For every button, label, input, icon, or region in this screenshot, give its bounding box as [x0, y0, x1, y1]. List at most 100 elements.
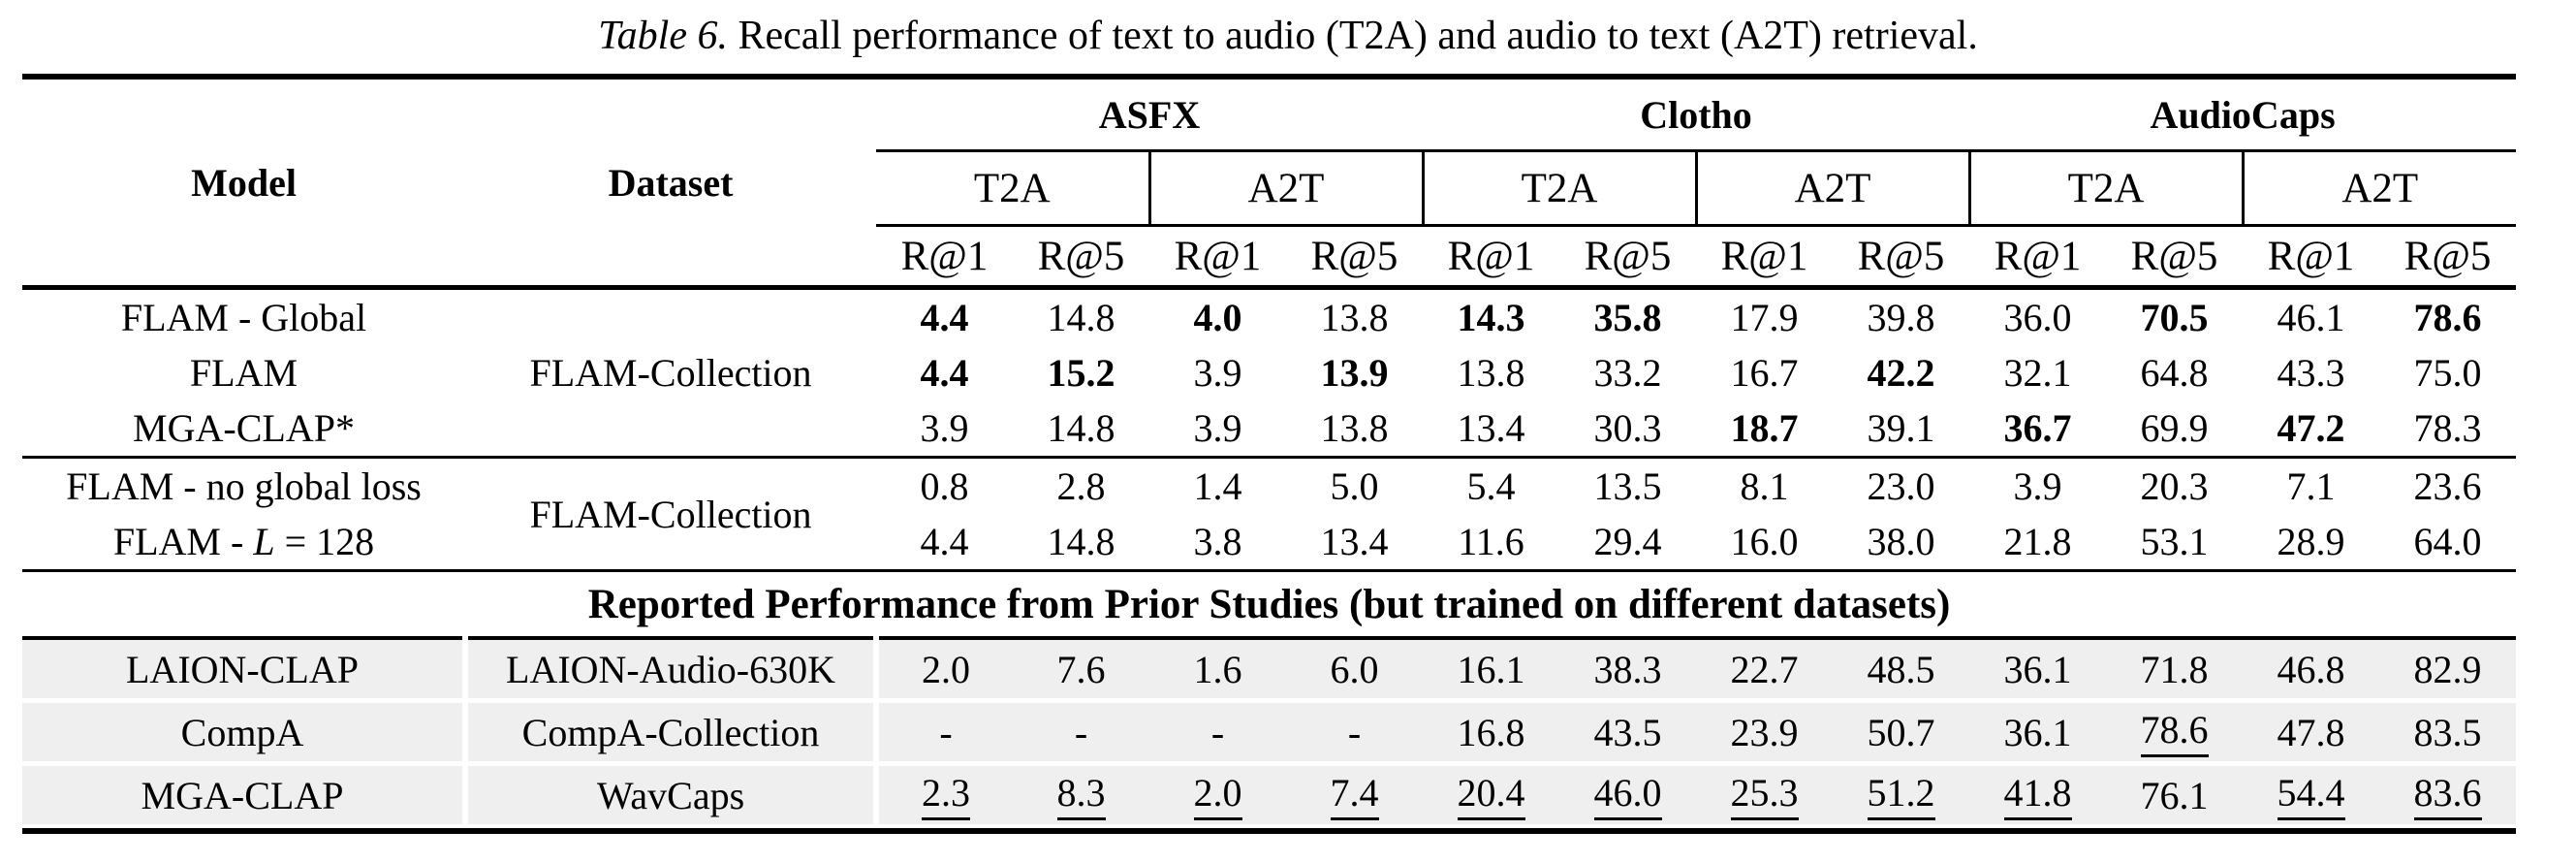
value-cell: 39.1 — [1833, 400, 1970, 459]
metric-header: R@1 — [1423, 225, 1560, 290]
value-cell: 13.9 — [1320, 351, 1389, 395]
value-cell: - — [1013, 700, 1149, 766]
value-cell: 0.8 — [920, 464, 969, 508]
value-cell: 47.2 — [2243, 400, 2380, 459]
value-cell: 16.0 — [1696, 514, 1834, 572]
value-cell: 14.8 — [1047, 296, 1115, 339]
value-cell: 20.4 — [1423, 763, 1560, 824]
table-bottom-rule — [22, 828, 2516, 834]
value-cell: 32.1 — [2003, 351, 2072, 395]
value-cell: 14.8 — [1013, 400, 1149, 459]
value-cell: 2.0 — [873, 638, 1013, 703]
model-cell: FLAM - no global loss — [66, 464, 422, 508]
value-cell: 8.1 — [1740, 464, 1789, 508]
value-cell: 13.5 — [1593, 464, 1662, 508]
value-cell: 8.3 — [1013, 763, 1149, 824]
metric-header: R@1 — [876, 225, 1013, 290]
value-cell: 13.4 — [1423, 400, 1560, 459]
value-cell: 6.0 — [1286, 638, 1424, 703]
section-header-row: Reported Performance from Prior Studies … — [22, 570, 2517, 640]
value-cell: 83.6 — [2379, 763, 2517, 824]
value-cell: 33.2 — [1593, 351, 1662, 395]
col-header-model: Model — [22, 77, 465, 290]
table-row: FLAM - no global loss FLAM-Collection 0.… — [22, 457, 2516, 572]
value-cell: 15.2 — [1047, 351, 1115, 395]
value-cell: 28.9 — [2243, 514, 2380, 572]
value-cell: 14.3 — [1457, 296, 1525, 339]
value-cell: 46.1 — [2277, 296, 2345, 339]
dir-header: T2A — [876, 149, 1149, 227]
value-cell: 50.7 — [1833, 700, 1970, 766]
section-header-text: Reported Performance from Prior Studies … — [22, 570, 2517, 640]
value-cell: 36.0 — [2003, 296, 2072, 339]
metric-header: R@5 — [1013, 225, 1149, 290]
value-cell: 64.8 — [2140, 351, 2209, 395]
value-cell: 39.8 — [1867, 296, 1935, 339]
value-cell: 36.1 — [1969, 638, 2107, 703]
dataset-cell: FLAM-Collection — [465, 457, 876, 572]
value-cell: 2.8 — [1056, 464, 1106, 508]
dataset-cell: FLAM-Collection — [465, 287, 876, 459]
value-cell: 46.8 — [2243, 638, 2380, 703]
value-cell: 82.9 — [2379, 638, 2517, 703]
value-cell: 5.4 — [1466, 464, 1516, 508]
value-cell: 2.3 — [873, 763, 1013, 824]
metric-header: R@1 — [2243, 225, 2380, 290]
value-cell: 53.1 — [2106, 514, 2244, 572]
value-cell: 43.3 — [2277, 351, 2345, 395]
value-cell: 22.7 — [1696, 638, 1834, 703]
group-header-asfx: ASFX — [1098, 92, 1201, 137]
value-cell: 70.5 — [2140, 296, 2209, 339]
model-cell: CompA — [22, 700, 465, 766]
value-cell: 5.0 — [1330, 464, 1379, 508]
group-header-clotho: Clotho — [1640, 92, 1752, 137]
value-cell: 78.3 — [2379, 400, 2517, 459]
table-row: CompA CompA-Collection - - - - 16.8 43.5… — [22, 700, 2517, 766]
value-cell: 4.4 — [920, 351, 969, 395]
model-cell: MGA-CLAP — [22, 763, 465, 824]
value-cell: 7.6 — [1013, 638, 1149, 703]
value-cell: 43.5 — [1559, 700, 1697, 766]
dir-header: A2T — [1694, 149, 1970, 227]
value-cell: 23.6 — [2413, 464, 2482, 508]
value-cell: 3.9 — [2013, 464, 2062, 508]
caption-label: Table 6. — [598, 14, 728, 58]
value-cell: 48.5 — [1833, 638, 1970, 703]
value-cell: 69.9 — [2106, 400, 2244, 459]
value-cell: 29.4 — [1559, 514, 1697, 572]
value-cell: 4.4 — [920, 296, 969, 339]
value-cell: 42.2 — [1867, 351, 1935, 395]
header-row-metrics: R@1 R@5 R@1 R@5 R@1 R@5 R@1 R@5 R@1 R@5 … — [22, 225, 2517, 290]
table-row: LAION-CLAP LAION-Audio-630K 2.0 7.6 1.6 … — [22, 638, 2517, 703]
value-cell: 14.8 — [1013, 514, 1149, 572]
value-cell: 51.2 — [1833, 763, 1970, 824]
value-cell: 1.6 — [1149, 638, 1286, 703]
value-cell: - — [1149, 700, 1286, 766]
value-cell: 25.3 — [1696, 763, 1834, 824]
table-row: FLAM - Global FLAM-Collection 4.4 14.8 4… — [22, 287, 2516, 459]
value-cell: 4.0 — [1193, 296, 1242, 339]
value-cell: 11.6 — [1423, 514, 1560, 572]
dir-header: T2A — [1421, 149, 1697, 227]
value-cell: 13.8 — [1320, 296, 1389, 339]
value-cell: 3.8 — [1149, 514, 1286, 572]
value-cell: 18.7 — [1696, 400, 1834, 459]
header-row-directions: T2A A2T T2A A2T T2A A2T — [22, 149, 2517, 227]
value-cell: 76.1 — [2106, 763, 2244, 824]
value-cell: 7.4 — [1286, 763, 1424, 824]
value-cell: 78.6 — [2413, 296, 2482, 339]
value-cell: 64.0 — [2379, 514, 2517, 572]
table-row: FLAM 4.4 15.2 3.9 13.9 13.8 33.2 16.7 42… — [22, 345, 2516, 400]
metric-header: R@5 — [1833, 225, 1970, 290]
value-cell: - — [873, 700, 1013, 766]
value-cell: 54.4 — [2243, 763, 2380, 824]
dataset-cell: WavCaps — [462, 763, 876, 824]
value-cell: 38.3 — [1559, 638, 1697, 703]
value-cell: 16.1 — [1423, 638, 1560, 703]
value-cell: 78.6 — [2106, 700, 2244, 766]
value-cell: 17.9 — [1730, 296, 1799, 339]
table-row: MGA-CLAP WavCaps 2.3 8.3 2.0 7.4 20.4 46… — [22, 763, 2517, 824]
metric-header: R@1 — [1969, 225, 2107, 290]
metric-header: R@1 — [1696, 225, 1834, 290]
